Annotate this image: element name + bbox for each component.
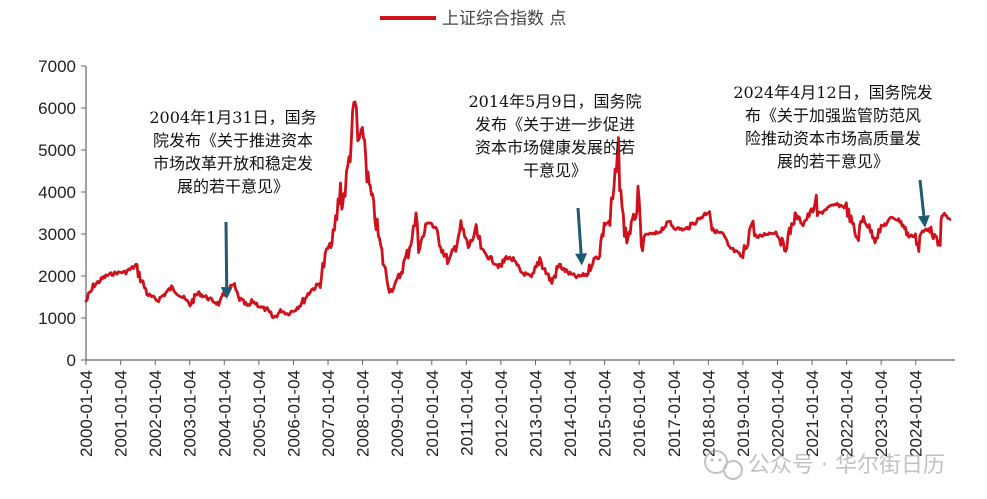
annotation-layer: 2004年1月31日，国务院发布《关于推进资本市场改革开放和稳定发展的若干意见》… [149,83,933,300]
x-tick-label: 2015-01-04 [596,370,615,457]
watermark: 公众号 · 华尔街日历 [704,450,945,480]
arrow-head [220,287,233,300]
arrow-head [575,253,588,266]
x-tick-label: 2018-01-04 [699,370,718,457]
x-tick-label: 2009-01-04 [388,370,407,457]
annotation-text: 2014年5月9日，国务院 [468,92,641,111]
legend: 上证综合指数 点 [380,9,566,29]
x-tick-label: 2010-01-04 [423,370,442,457]
x-axis: 2000-01-04 2001-01-04 2002-01-04 2003-01-04… [77,359,955,457]
legend-label: 上证综合指数 点 [442,9,566,29]
x-tick-label: 2006-01-04 [284,370,303,457]
y-tick-label: 5000 [38,141,76,160]
watermark-text: 公众号 · 华尔街日历 [748,453,945,478]
x-tick-label: 2011-01-04 [457,370,476,456]
y-tick-label: 3000 [38,225,76,244]
annotation-text: 2024年4月12日，国务院发 [733,83,932,102]
y-tick-label: 0 [67,351,76,370]
x-tick-label: 2012-01-04 [492,370,511,457]
annotation-text: 2004年1月31日，国务 [149,108,316,127]
x-tick-label: 2019-01-04 [734,370,753,457]
annotation: 2024年4月12日，国务院发布《关于加强监管防范风险推动资本市场高质量发展的若… [733,83,933,228]
y-axis: 0 1000 2000 3000 4000 5000 6000 7000 [38,57,87,370]
arrow-shaft [576,207,583,254]
x-tick-label: 2022-01-04 [838,370,857,457]
annotation-text: 展的若干意见》 [177,177,289,196]
x-tick-label: 2000-01-04 [77,370,96,457]
y-tick-label: 7000 [38,57,76,76]
annotation-text: 干意见》 [523,161,587,180]
annotation-text: 资本市场健康发展的若 [475,138,635,157]
y-tick-label: 6000 [38,99,76,118]
y-tick-label: 1000 [38,309,76,328]
x-tick-label: 2024-01-04 [907,370,926,457]
x-tick-label: 2002-01-04 [146,370,165,457]
x-tick-label: 2016-01-04 [630,370,649,457]
x-tick-label: 2020-01-04 [768,370,787,457]
arrow-shaft [224,221,229,288]
x-tick-label: 2004-01-04 [215,370,234,457]
annotation-text: 市场改革开放和稳定发 [153,154,313,173]
x-tick-label: 2023-01-04 [872,370,891,457]
x-tick-label: 2021-01-04 [803,370,822,457]
x-tick-label: 2008-01-04 [354,370,373,457]
annotation-text: 院发布《关于推进资本 [153,131,313,150]
arrow-head [917,215,930,228]
x-tick-label: 2005-01-04 [250,370,269,457]
wechat-icon [704,450,743,480]
x-tick-label: 2014-01-04 [561,370,580,457]
x-tick-label: 2003-01-04 [181,370,200,457]
y-tick-label: 2000 [38,267,76,286]
y-tick-label: 4000 [38,183,76,202]
arrow-shaft [918,179,926,216]
annotation-text: 险推动资本市场高质量发 [745,129,921,148]
x-tick-label: 2017-01-04 [665,370,684,457]
annotation-text: 展的若干意见》 [777,152,889,171]
x-tick-label: 2001-01-04 [112,370,131,457]
annotation-text: 发布《关于进一步促进 [475,115,635,134]
x-tick-label: 2007-01-04 [319,370,338,457]
x-tick-label: 2013-01-04 [527,370,546,457]
annotation-text: 布《关于加强监管防范风 [745,106,921,125]
